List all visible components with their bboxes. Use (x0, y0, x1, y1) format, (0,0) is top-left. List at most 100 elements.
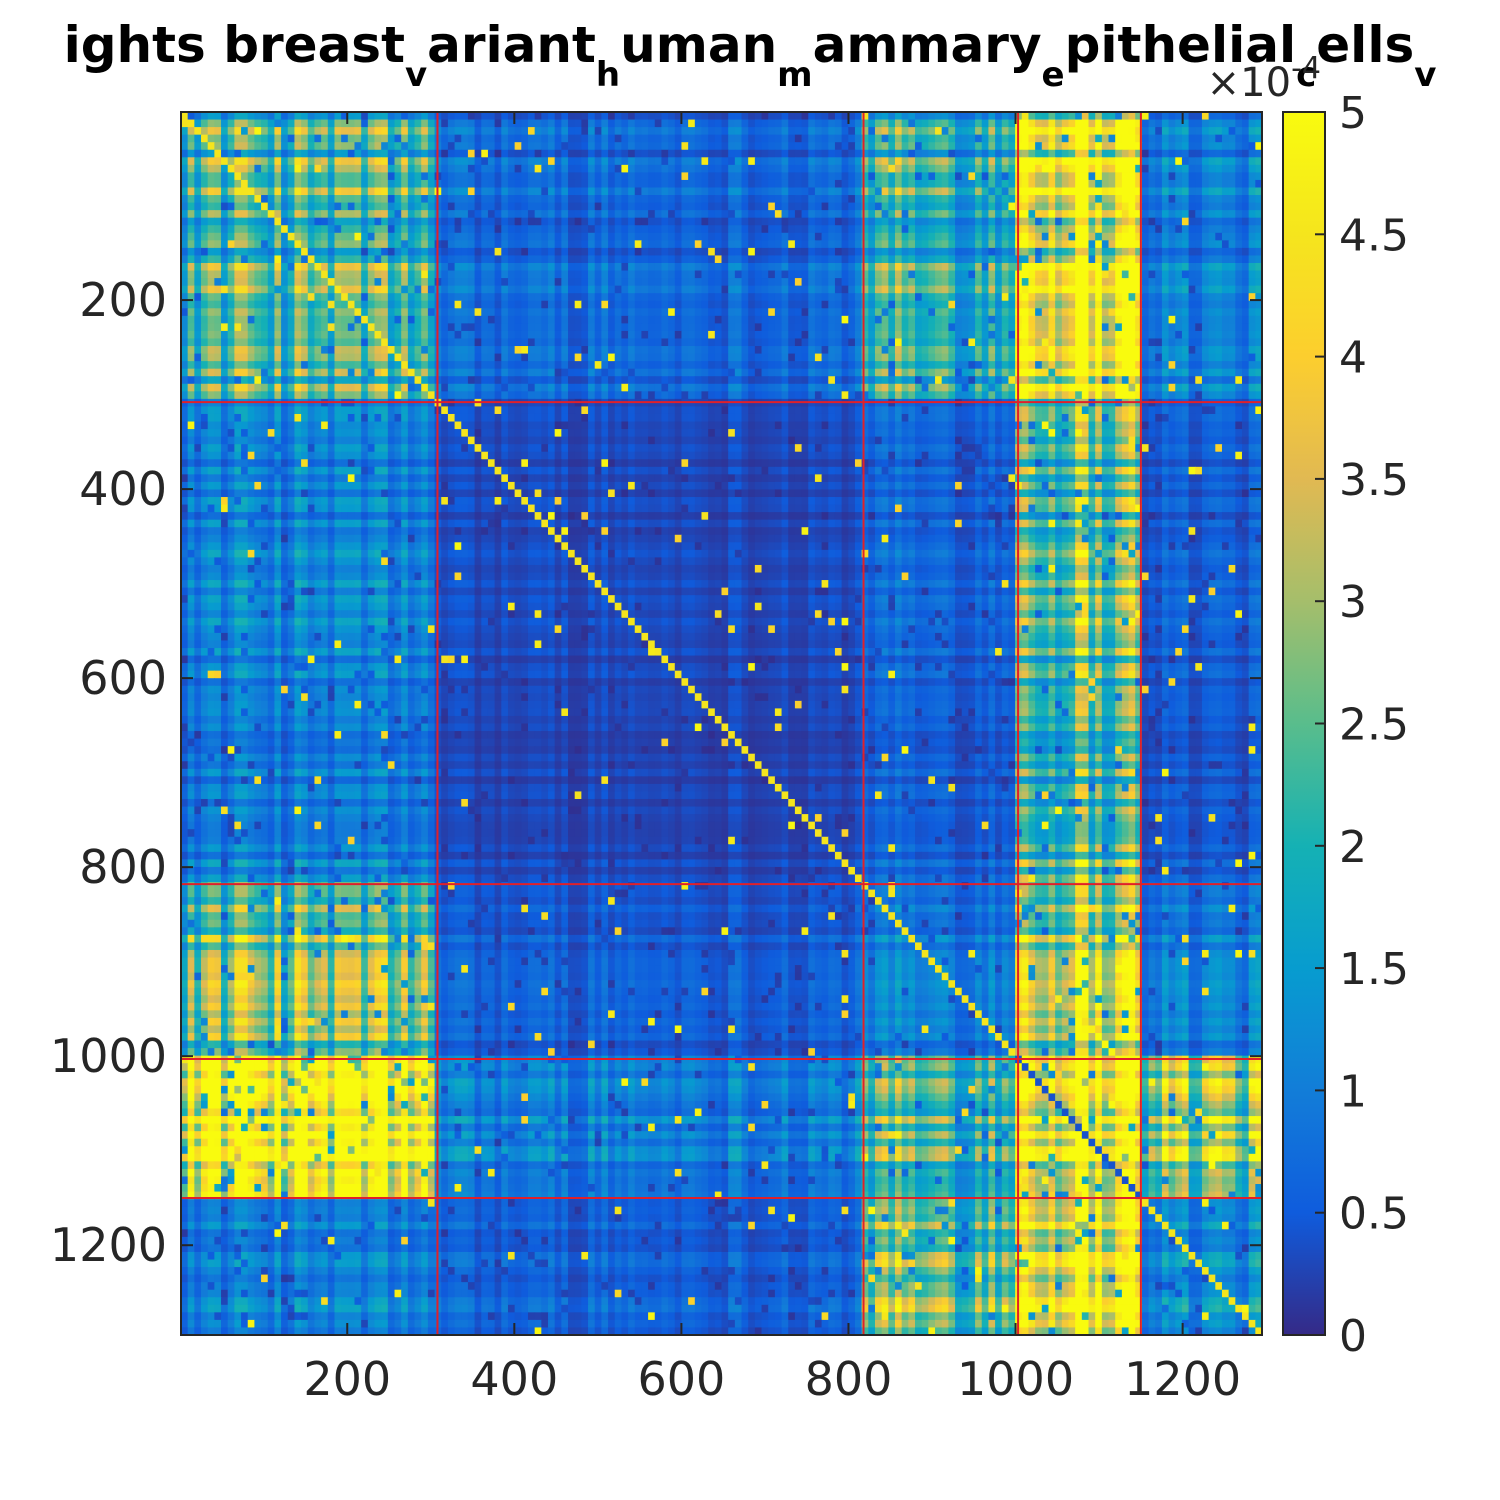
heatmap-cell (795, 135, 802, 143)
heatmap-cell (1022, 120, 1029, 128)
heatmap-cell (1215, 112, 1222, 120)
heatmap-cell (535, 142, 542, 150)
title-segment: m (777, 55, 812, 95)
heatmap-cell (281, 150, 288, 158)
heatmap-cell (361, 142, 368, 150)
heatmap-cell (1048, 135, 1055, 143)
heatmap-cell (882, 135, 889, 143)
heatmap-cell (975, 120, 982, 128)
heatmap-cell (855, 112, 862, 120)
heatmap-cell (548, 120, 555, 128)
heatmap-cell (708, 120, 715, 128)
heatmap-cell (254, 127, 261, 135)
heatmap-cell (361, 112, 368, 120)
heatmap-cell (822, 135, 829, 143)
heatmap-cell (922, 142, 929, 150)
heatmap-cell (288, 150, 295, 158)
heatmap-cell (1055, 112, 1062, 120)
heatmap-cell (294, 112, 301, 120)
heatmap-cell (1082, 127, 1089, 135)
heatmap-cell (481, 120, 488, 128)
heatmap-cell (461, 112, 468, 120)
heatmap-cell (928, 135, 935, 143)
heatmap-cell (875, 142, 882, 150)
heatmap-cell (535, 150, 542, 158)
heatmap-cell (842, 150, 849, 158)
heatmap-cell (381, 150, 388, 158)
heatmap-cell (468, 120, 475, 128)
heatmap-cell (1189, 135, 1196, 143)
heatmap-cell (1235, 127, 1242, 135)
heatmap-cell (608, 127, 615, 135)
heatmap-cell (655, 150, 662, 158)
heatmap-cell (748, 150, 755, 158)
heatmap-cell (475, 120, 482, 128)
heatmap-cell (1155, 127, 1162, 135)
heatmap-cell (828, 112, 835, 120)
heatmap-cells (181, 112, 1263, 1336)
heatmap-cell (528, 142, 535, 150)
heatmap-cell (681, 142, 688, 150)
heatmap-cell (762, 142, 769, 150)
heatmap-cell (588, 112, 595, 120)
heatmap-cell (768, 142, 775, 150)
heatmap-cell (221, 135, 228, 143)
heatmap-cell (1075, 135, 1082, 143)
heatmap-cell (968, 150, 975, 158)
heatmap-cell (775, 135, 782, 143)
heatmap-cell (1182, 135, 1189, 143)
heatmap-cell (581, 142, 588, 150)
heatmap-cell (655, 135, 662, 143)
heatmap-cell (968, 142, 975, 150)
heatmap-cell (1042, 112, 1049, 120)
heatmap-cell (742, 127, 749, 135)
heatmap-cell (448, 142, 455, 150)
heatmap-cell (568, 142, 575, 150)
heatmap-cell (1035, 127, 1042, 135)
heatmap-cell (615, 120, 622, 128)
heatmap-cell (688, 142, 695, 150)
heatmap-cell (895, 135, 902, 143)
heatmap-cell (1215, 142, 1222, 150)
heatmap-cell (908, 120, 915, 128)
title-segment: ells (1316, 16, 1414, 74)
heatmap-cell (274, 150, 281, 158)
heatmap-cell (328, 120, 335, 128)
heatmap-cell (635, 135, 642, 143)
heatmap-cell (621, 142, 628, 150)
heatmap-cell (548, 135, 555, 143)
heatmap-cell (1042, 127, 1049, 135)
heatmap-cell (1028, 112, 1035, 120)
heatmap-cell (875, 135, 882, 143)
heatmap-cell (241, 142, 248, 150)
heatmap-cell (441, 135, 448, 143)
heatmap-cell (575, 112, 582, 120)
heatmap-cell (214, 120, 221, 128)
heatmap-cell (548, 112, 555, 120)
heatmap-cell (488, 120, 495, 128)
heatmap-cell (214, 142, 221, 150)
heatmap-cell (641, 135, 648, 143)
heatmap-cell (475, 142, 482, 150)
heatmap-cell (808, 150, 815, 158)
heatmap-cell (835, 150, 842, 158)
heatmap-cell (628, 120, 635, 128)
heatmap-cell (928, 127, 935, 135)
heatmap-cell (715, 112, 722, 120)
heatmap-cell (928, 112, 935, 120)
heatmap-cell (1222, 142, 1229, 150)
heatmap-cell (1095, 150, 1102, 158)
heatmap-cell (775, 150, 782, 158)
heatmap-cell (1022, 112, 1029, 120)
heatmap-cell (221, 142, 228, 150)
heatmap-cell (201, 142, 208, 150)
heatmap-cell (1002, 120, 1009, 128)
heatmap-cell (942, 135, 949, 143)
heatmap-cell (715, 127, 722, 135)
heatmap-cell (348, 120, 355, 128)
heatmap-cell (1082, 135, 1089, 143)
heatmap-cell (1042, 150, 1049, 158)
heatmap-cell (1169, 120, 1176, 128)
heatmap-cell (628, 135, 635, 143)
heatmap-cell (728, 135, 735, 143)
